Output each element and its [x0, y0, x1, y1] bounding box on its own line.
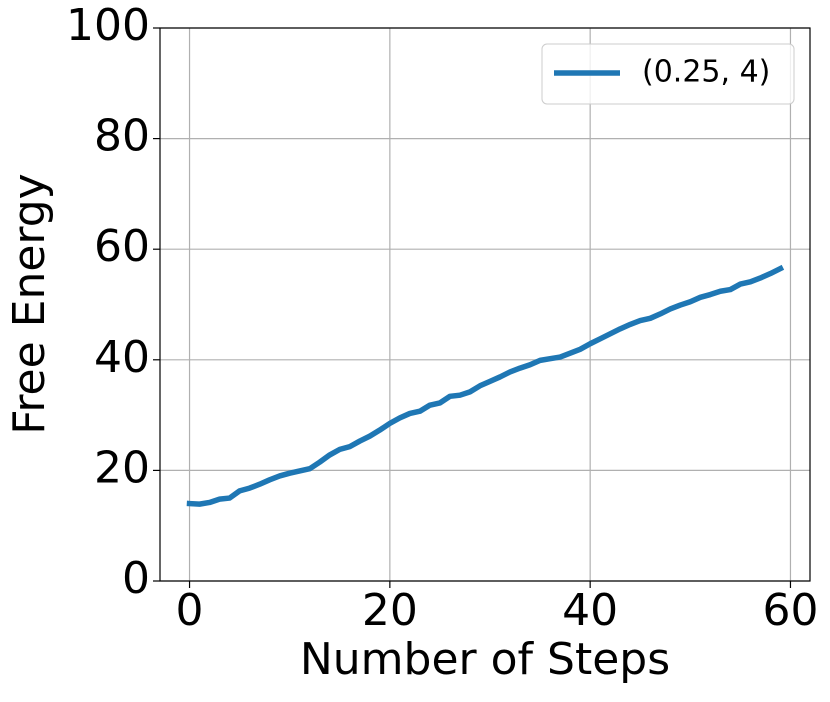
x-tick-label: 60 [762, 585, 818, 636]
y-tick-label: 100 [66, 0, 150, 51]
x-tick-label: 20 [362, 585, 418, 636]
plot-frame [159, 27, 811, 582]
y-axis-label: Free Energy [4, 173, 55, 434]
data-line [186, 264, 785, 507]
x-axis-label: Number of Steps [300, 634, 670, 685]
y-tick-label: 0 [122, 553, 150, 604]
x-tick-label: 0 [176, 585, 204, 636]
y-tick-label: 80 [94, 111, 150, 162]
y-tick-label: 20 [94, 442, 150, 493]
legend-box [541, 43, 795, 105]
x-tick-label: 40 [562, 585, 618, 636]
y-tick-label: 60 [94, 221, 150, 272]
y-tick-label: 40 [94, 332, 150, 383]
legend-label: (0.25, 4) [642, 55, 770, 90]
